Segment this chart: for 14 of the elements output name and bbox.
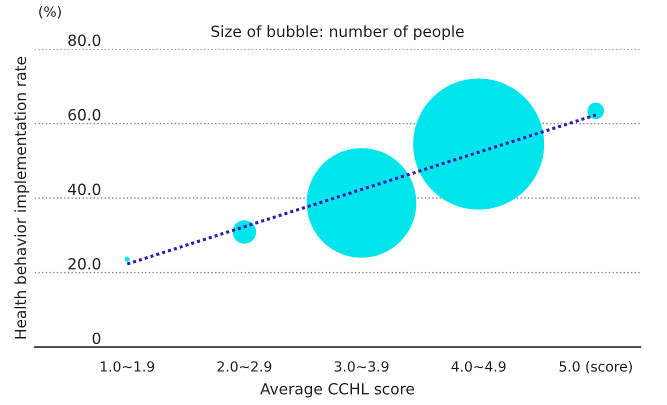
text: (%) bbox=[39, 6, 61, 18]
x-tick-label: 3.0∼3.9 bbox=[334, 361, 388, 372]
y-axis-title: Health behavior implementation rate bbox=[14, 56, 30, 338]
y-tick-label: 0 bbox=[92, 332, 100, 344]
y-tick-label: 60.0 bbox=[68, 109, 100, 121]
y-tick-label: 20.0 bbox=[68, 258, 100, 270]
x-tick-label: 1.0∼1.9 bbox=[100, 361, 154, 372]
x-tick-label: 4.0∼4.9 bbox=[451, 361, 506, 372]
y-tick-label: 40.0 bbox=[68, 184, 100, 196]
x-tick-label: 2.0∼2.9 bbox=[217, 361, 272, 372]
x-tick-label: 5.0 (score) bbox=[560, 360, 632, 374]
y-tick-label: 80.0 bbox=[68, 34, 100, 46]
chart-title: Size of bubble: number of people bbox=[211, 25, 464, 40]
x-axis-title: Average CCHL score bbox=[260, 383, 414, 398]
